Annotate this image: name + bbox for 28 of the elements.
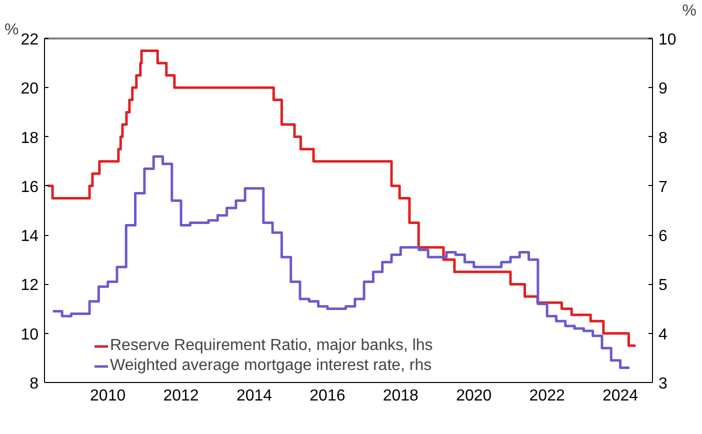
y-tick-label: 10	[20, 326, 39, 344]
x-tick-label: 2014	[236, 388, 272, 404]
x-tick-label: 2024	[602, 388, 638, 404]
x-tick-label: 2022	[529, 388, 565, 404]
x-tick-label: 2020	[456, 388, 492, 404]
y2-tick-label: 5	[658, 277, 668, 294]
x-tick-label: 2018	[382, 388, 419, 404]
y2-tick-label: 10	[658, 32, 676, 48]
y2-tick-label: 8	[658, 130, 668, 147]
x-tick-label: 2010	[90, 388, 126, 404]
y2-tick-label: 9	[658, 80, 668, 98]
y2-tick-label: 6	[658, 228, 668, 246]
y-tick-label: 22	[20, 32, 39, 48]
x-tick-label: 2016	[310, 388, 346, 404]
y-tick-label: 16	[20, 178, 39, 196]
x-tick-label: 2012	[163, 388, 199, 404]
legend-label: Weighted average mortgage interest rate, rhs	[110, 357, 432, 375]
y2-tick-label: 7	[658, 178, 668, 196]
y-axis-title: %	[4, 22, 19, 38]
y-tick-label: 12	[20, 277, 39, 294]
y-tick-label: 20	[20, 80, 39, 98]
y-tick-label: 8	[30, 376, 39, 392]
legend-label: Reserve Requirement Ratio, major banks, lhs	[110, 337, 433, 355]
y2-axis-title: %	[682, 2, 697, 20]
y2-tick-label: 4	[658, 326, 668, 344]
y-tick-label: 18	[20, 130, 39, 147]
y-tick-label: 14	[20, 228, 39, 246]
y2-tick-label: 3	[658, 376, 668, 392]
